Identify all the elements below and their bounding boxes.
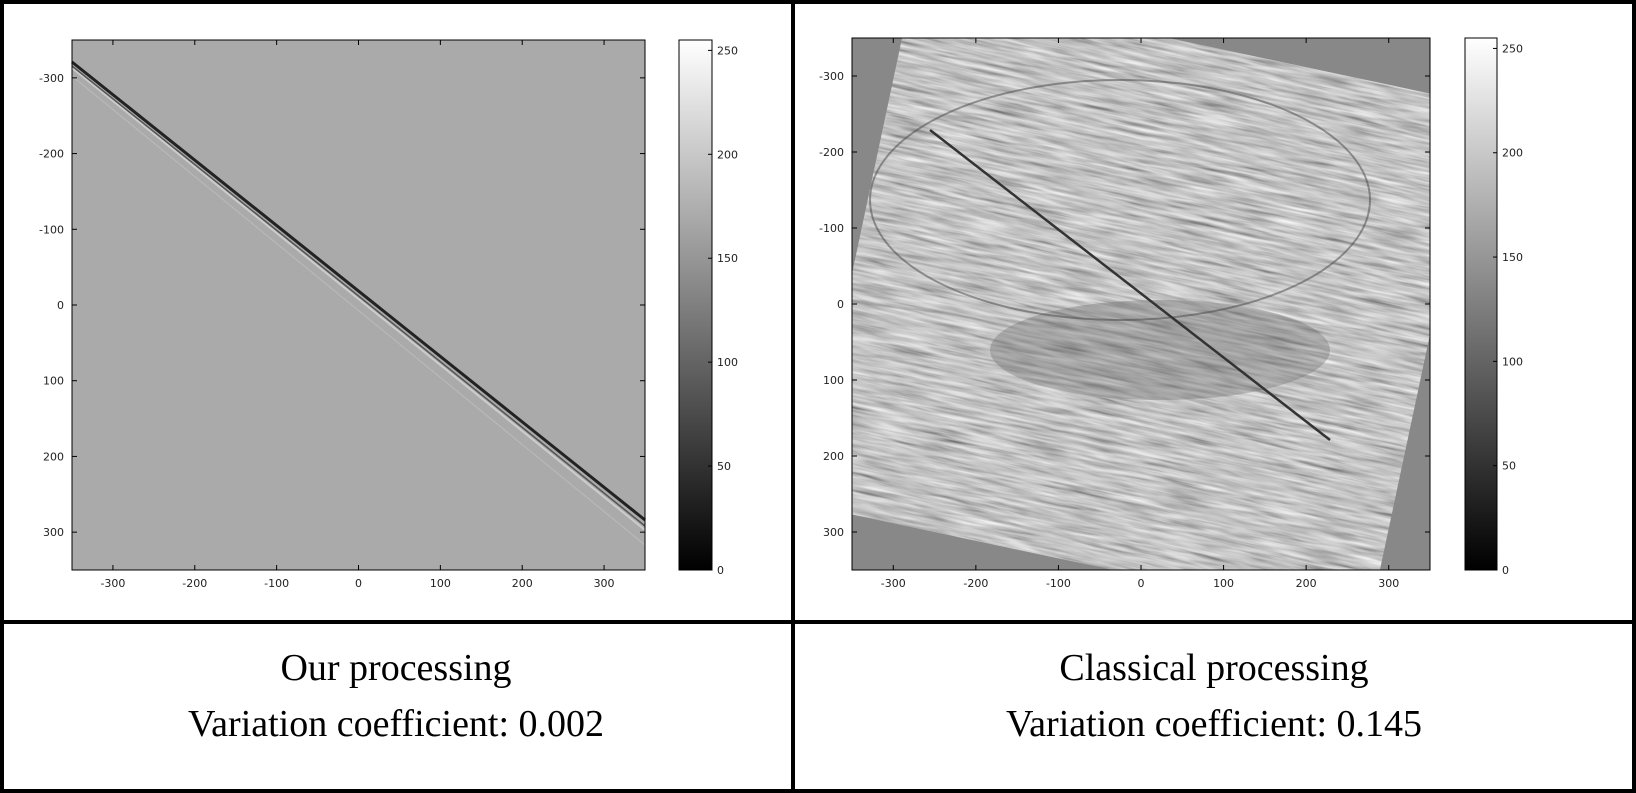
y-tick-label: 0 [837, 298, 844, 311]
colorbar-tick-label: 200 [717, 148, 738, 161]
colorbar-tick-label: 200 [1502, 147, 1523, 160]
x-tick-label: 200 [1296, 577, 1317, 590]
colorbar-tick-label: 0 [717, 564, 724, 577]
colorbar-tick-label: 100 [1502, 355, 1523, 368]
x-tick-label: -200 [963, 577, 988, 590]
y-tick-label: 0 [57, 299, 64, 312]
colorbar-tick-label: 50 [717, 460, 731, 473]
colorbar [1464, 37, 1498, 571]
image [71, 40, 646, 570]
colorbar-tick-label: 150 [717, 252, 738, 265]
y-tick-label: -100 [819, 222, 844, 235]
y-tick-label: 300 [823, 526, 844, 539]
y-tick-label: -300 [819, 70, 844, 83]
x-tick-label: -300 [100, 577, 125, 590]
x-tick-label: 100 [430, 577, 451, 590]
caption: Variation coefficient: 0.145 [1006, 703, 1422, 745]
colorbar-tick-label: 250 [717, 44, 738, 57]
x-tick-label: -100 [1046, 577, 1071, 590]
x-tick-label: -100 [264, 577, 289, 590]
colorbar-tick-label: 150 [1502, 251, 1523, 264]
x-tick-label: 300 [594, 577, 615, 590]
x-tick-label: 0 [1138, 577, 1145, 590]
y-tick-label: -300 [39, 72, 64, 85]
y-tick-label: 300 [43, 526, 64, 539]
colorbar [678, 39, 713, 571]
colorbar-tick-label: 50 [1502, 460, 1516, 473]
caption: Variation coefficient: 0.002 [188, 703, 604, 745]
caption: Our processing [280, 647, 511, 689]
y-tick-label: -100 [39, 223, 64, 236]
y-tick-label: 200 [823, 450, 844, 463]
x-tick-label: 200 [512, 577, 533, 590]
y-tick-label: 200 [43, 450, 64, 463]
x-tick-label: 300 [1378, 577, 1399, 590]
colorbar-tick-label: 250 [1502, 42, 1523, 55]
y-tick-label: -200 [39, 148, 64, 161]
colorbar-tick-label: 0 [1502, 564, 1509, 577]
y-tick-label: 100 [43, 375, 64, 388]
x-tick-label: 100 [1213, 577, 1234, 590]
y-tick-label: 100 [823, 374, 844, 387]
caption: Classical processing [1059, 647, 1368, 689]
x-tick-label: 0 [355, 577, 362, 590]
x-tick-label: -200 [182, 577, 207, 590]
colorbar-tick-label: 100 [717, 356, 738, 369]
image [852, 38, 1430, 570]
y-tick-label: -200 [819, 146, 844, 159]
x-tick-label: -300 [881, 577, 906, 590]
